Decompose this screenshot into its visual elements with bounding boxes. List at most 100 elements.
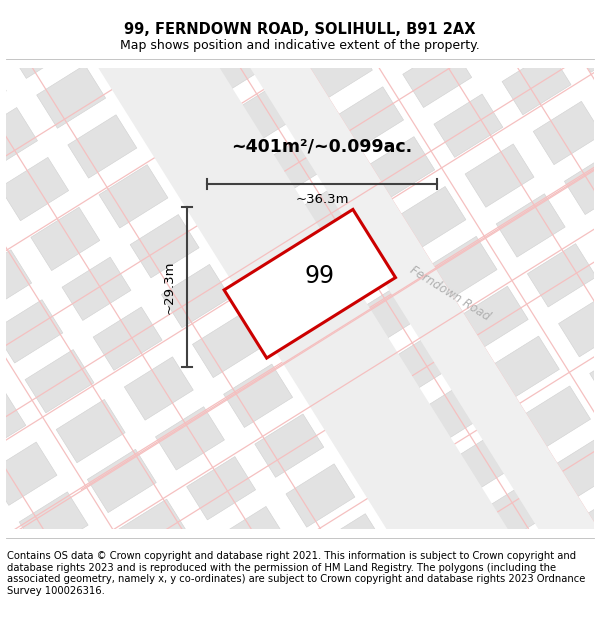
Polygon shape [371, 0, 440, 58]
Polygon shape [198, 172, 267, 235]
Polygon shape [329, 229, 398, 292]
Text: ~401m²/~0.099ac.: ~401m²/~0.099ac. [232, 138, 413, 156]
Polygon shape [124, 357, 193, 420]
Polygon shape [533, 101, 600, 164]
Polygon shape [224, 209, 395, 358]
Polygon shape [502, 51, 571, 115]
Polygon shape [340, 0, 409, 8]
Polygon shape [118, 499, 187, 562]
Polygon shape [454, 429, 523, 492]
Polygon shape [167, 122, 236, 186]
Polygon shape [366, 137, 435, 200]
Text: 99: 99 [305, 264, 335, 288]
Polygon shape [354, 421, 423, 484]
Polygon shape [249, 556, 318, 619]
Polygon shape [391, 329, 460, 392]
Polygon shape [521, 386, 590, 449]
Polygon shape [434, 94, 503, 158]
Polygon shape [155, 407, 224, 470]
Polygon shape [570, 9, 600, 72]
Polygon shape [260, 272, 329, 335]
Polygon shape [516, 528, 584, 592]
Polygon shape [459, 286, 528, 349]
Polygon shape [204, 29, 273, 93]
Polygon shape [62, 257, 131, 321]
Polygon shape [193, 314, 262, 378]
Polygon shape [161, 264, 230, 328]
Polygon shape [565, 151, 600, 214]
Polygon shape [298, 179, 367, 243]
Polygon shape [471, 2, 540, 65]
Polygon shape [304, 37, 373, 100]
Polygon shape [149, 549, 218, 612]
Polygon shape [74, 0, 143, 36]
Polygon shape [335, 87, 404, 150]
Polygon shape [385, 471, 454, 534]
Polygon shape [348, 564, 417, 625]
Polygon shape [280, 606, 349, 625]
Polygon shape [0, 58, 7, 121]
Polygon shape [136, 72, 205, 136]
Polygon shape [130, 214, 199, 278]
Polygon shape [74, 0, 526, 612]
Polygon shape [82, 592, 151, 625]
Polygon shape [93, 307, 162, 371]
Polygon shape [224, 0, 600, 608]
Polygon shape [496, 194, 565, 257]
Polygon shape [490, 336, 559, 399]
Polygon shape [25, 349, 94, 413]
Polygon shape [0, 534, 20, 598]
Polygon shape [218, 506, 287, 570]
Polygon shape [422, 379, 491, 442]
Polygon shape [0, 107, 37, 171]
Polygon shape [224, 364, 293, 428]
Polygon shape [0, 392, 26, 456]
Polygon shape [56, 399, 125, 462]
Text: Contains OS data © Crown copyright and database right 2021. This information is : Contains OS data © Crown copyright and d… [7, 551, 586, 596]
Polygon shape [50, 542, 119, 605]
Polygon shape [403, 44, 472, 107]
Polygon shape [0, 442, 57, 506]
Polygon shape [397, 186, 466, 250]
Polygon shape [99, 164, 168, 228]
Polygon shape [173, 0, 242, 43]
Polygon shape [187, 456, 256, 520]
Polygon shape [0, 158, 68, 221]
Text: Map shows position and indicative extent of the property.: Map shows position and indicative extent… [120, 39, 480, 51]
Polygon shape [590, 343, 600, 407]
Polygon shape [440, 0, 509, 15]
Polygon shape [266, 129, 335, 192]
Text: ~29.3m: ~29.3m [163, 261, 176, 314]
Polygon shape [416, 521, 485, 584]
Polygon shape [255, 414, 324, 478]
Polygon shape [0, 299, 63, 363]
Polygon shape [31, 208, 100, 271]
Polygon shape [360, 279, 429, 342]
Polygon shape [88, 449, 156, 512]
Polygon shape [0, 584, 51, 625]
Polygon shape [428, 236, 497, 300]
Polygon shape [272, 0, 341, 51]
Polygon shape [553, 436, 600, 499]
Polygon shape [527, 244, 596, 307]
Polygon shape [229, 222, 298, 285]
Polygon shape [235, 79, 304, 143]
Polygon shape [596, 201, 600, 264]
Polygon shape [292, 321, 361, 385]
Polygon shape [286, 464, 355, 528]
Polygon shape [68, 115, 137, 178]
Polygon shape [0, 250, 32, 313]
Polygon shape [465, 144, 534, 208]
Polygon shape [323, 371, 392, 435]
Polygon shape [539, 0, 600, 22]
Polygon shape [5, 15, 74, 78]
Polygon shape [379, 613, 448, 625]
Polygon shape [19, 492, 88, 555]
Polygon shape [181, 599, 250, 625]
Polygon shape [485, 478, 554, 542]
Text: 99, FERNDOWN ROAD, SOLIHULL, B91 2AX: 99, FERNDOWN ROAD, SOLIHULL, B91 2AX [124, 22, 476, 37]
Text: Ferndown Road: Ferndown Road [407, 264, 493, 324]
Polygon shape [317, 514, 386, 577]
Text: ~36.3m: ~36.3m [295, 193, 349, 206]
Polygon shape [448, 571, 517, 625]
